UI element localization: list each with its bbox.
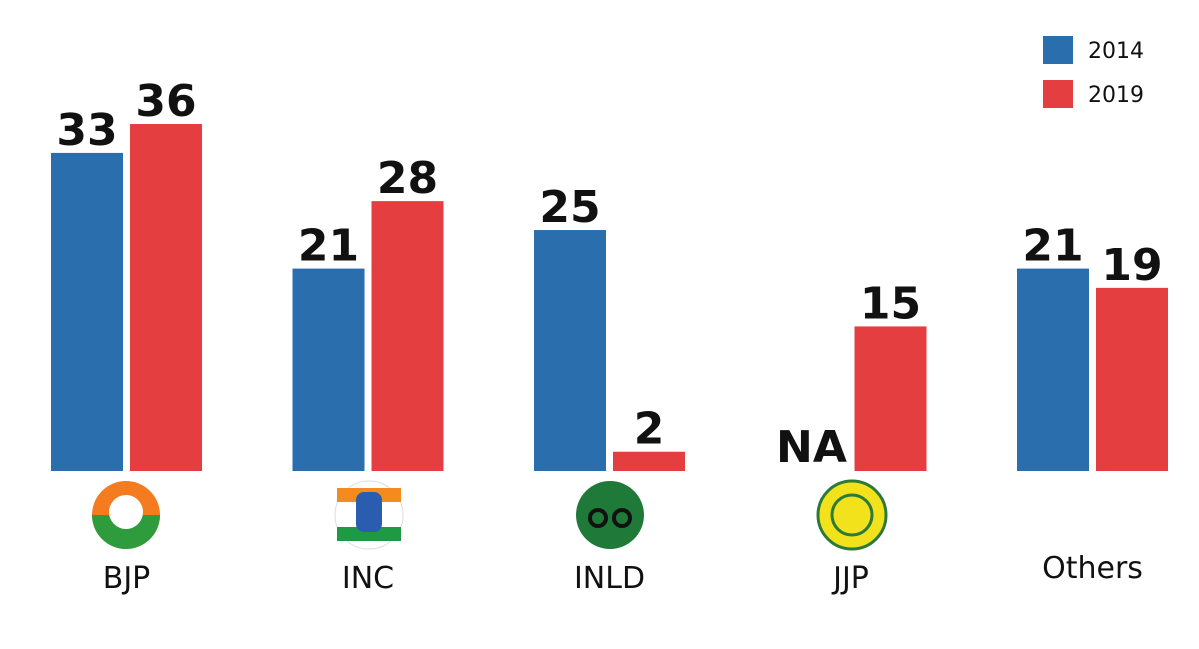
value-label: 21 <box>298 221 359 272</box>
legend-swatch <box>1043 80 1073 108</box>
value-label: 21 <box>1022 221 1083 272</box>
inc-hand <box>356 492 382 532</box>
value-label: NA <box>776 422 847 473</box>
bar <box>51 152 123 471</box>
inc-green <box>337 527 401 541</box>
x-tick-label: JJP <box>831 561 869 596</box>
bar <box>292 268 365 471</box>
inld-glasses-right <box>612 508 632 528</box>
bjp-logo-lower <box>92 515 160 549</box>
bar <box>534 230 606 471</box>
bar <box>613 451 685 471</box>
bar <box>130 124 202 471</box>
value-label: 28 <box>377 153 438 204</box>
bar <box>854 326 927 471</box>
value-label: 15 <box>860 278 921 329</box>
party-logos <box>92 479 888 551</box>
value-label: 19 <box>1101 240 1162 291</box>
value-label: 25 <box>539 182 600 233</box>
value-label: 36 <box>135 76 196 127</box>
bar <box>1096 287 1168 471</box>
value-label: 33 <box>56 105 117 156</box>
legend-label: 2014 <box>1088 39 1144 64</box>
bjp-lotus <box>109 495 143 529</box>
inld-glasses-left <box>588 508 608 528</box>
inld-logo <box>576 481 644 549</box>
legend-label: 2019 <box>1088 83 1144 108</box>
bar <box>1017 268 1089 471</box>
legend-swatch <box>1043 36 1073 64</box>
x-tick-label: INLD <box>574 561 645 596</box>
x-tick-label: Others <box>1042 551 1143 586</box>
jjp-logo-inner <box>830 493 874 537</box>
value-label: 2 <box>634 404 665 455</box>
x-tick-label: INC <box>342 561 394 596</box>
bar <box>371 201 444 471</box>
x-tick-label: BJP <box>103 561 151 596</box>
